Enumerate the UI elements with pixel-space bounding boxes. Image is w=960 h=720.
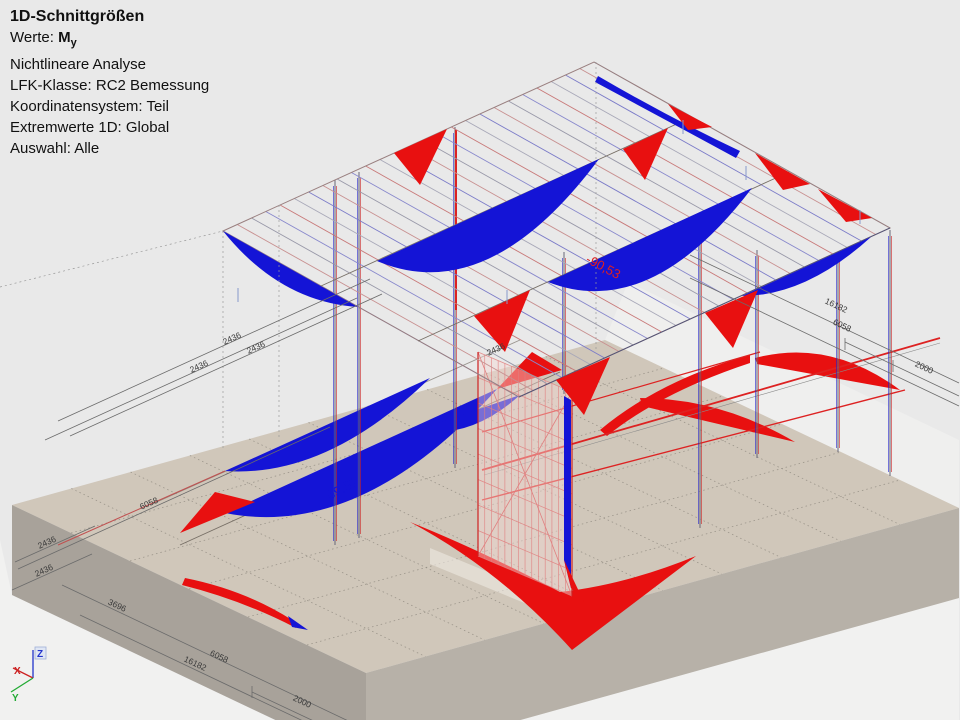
panel-title: 1D-Schnittgrößen bbox=[10, 8, 145, 25]
moment-diagram-negative bbox=[182, 578, 296, 628]
selection-line: Auswahl: Alle bbox=[10, 140, 100, 157]
moment-diagram-positive bbox=[377, 159, 599, 273]
moment-diagram-positive bbox=[418, 395, 520, 432]
coord-line: Koordinatensystem: Teil bbox=[10, 98, 169, 115]
dimension-lines bbox=[11, 254, 960, 720]
analysis-line: Nichtlineare Analyse bbox=[10, 56, 146, 73]
y-axis-label: Y bbox=[12, 693, 19, 704]
moment-diagram-positive bbox=[548, 188, 752, 292]
lfk-line: LFK-Klasse: RC2 Bemessung bbox=[10, 77, 210, 94]
result-info-panel: 1D-Schnittgrößen Werte: My Nichtlineare … bbox=[10, 6, 209, 159]
x-axis-label: X bbox=[14, 666, 21, 677]
moment-diagram-negative bbox=[394, 129, 447, 185]
z-axis-label: Z bbox=[37, 649, 43, 660]
column-stubs bbox=[237, 120, 861, 304]
moment-diagram-positive bbox=[225, 378, 430, 472]
joist-lines bbox=[222, 61, 891, 398]
right-band bbox=[605, 282, 959, 508]
wall-mesh bbox=[477, 351, 584, 602]
moment-diagram-positive bbox=[223, 231, 358, 307]
upper-floor-grid bbox=[221, 61, 892, 415]
column-moment-diagram bbox=[564, 396, 571, 588]
moment-diagram-negative bbox=[180, 492, 255, 533]
moment-diagram-negative bbox=[410, 522, 696, 650]
guide-lines bbox=[0, 62, 597, 450]
extreme-line: Extremwerte 1D: Global bbox=[10, 119, 170, 136]
moment-diagram-positive bbox=[742, 237, 871, 296]
axis-triad: Z X Y bbox=[10, 646, 47, 704]
lower-band bbox=[0, 540, 959, 720]
value-type-line: Werte: My bbox=[10, 29, 77, 49]
